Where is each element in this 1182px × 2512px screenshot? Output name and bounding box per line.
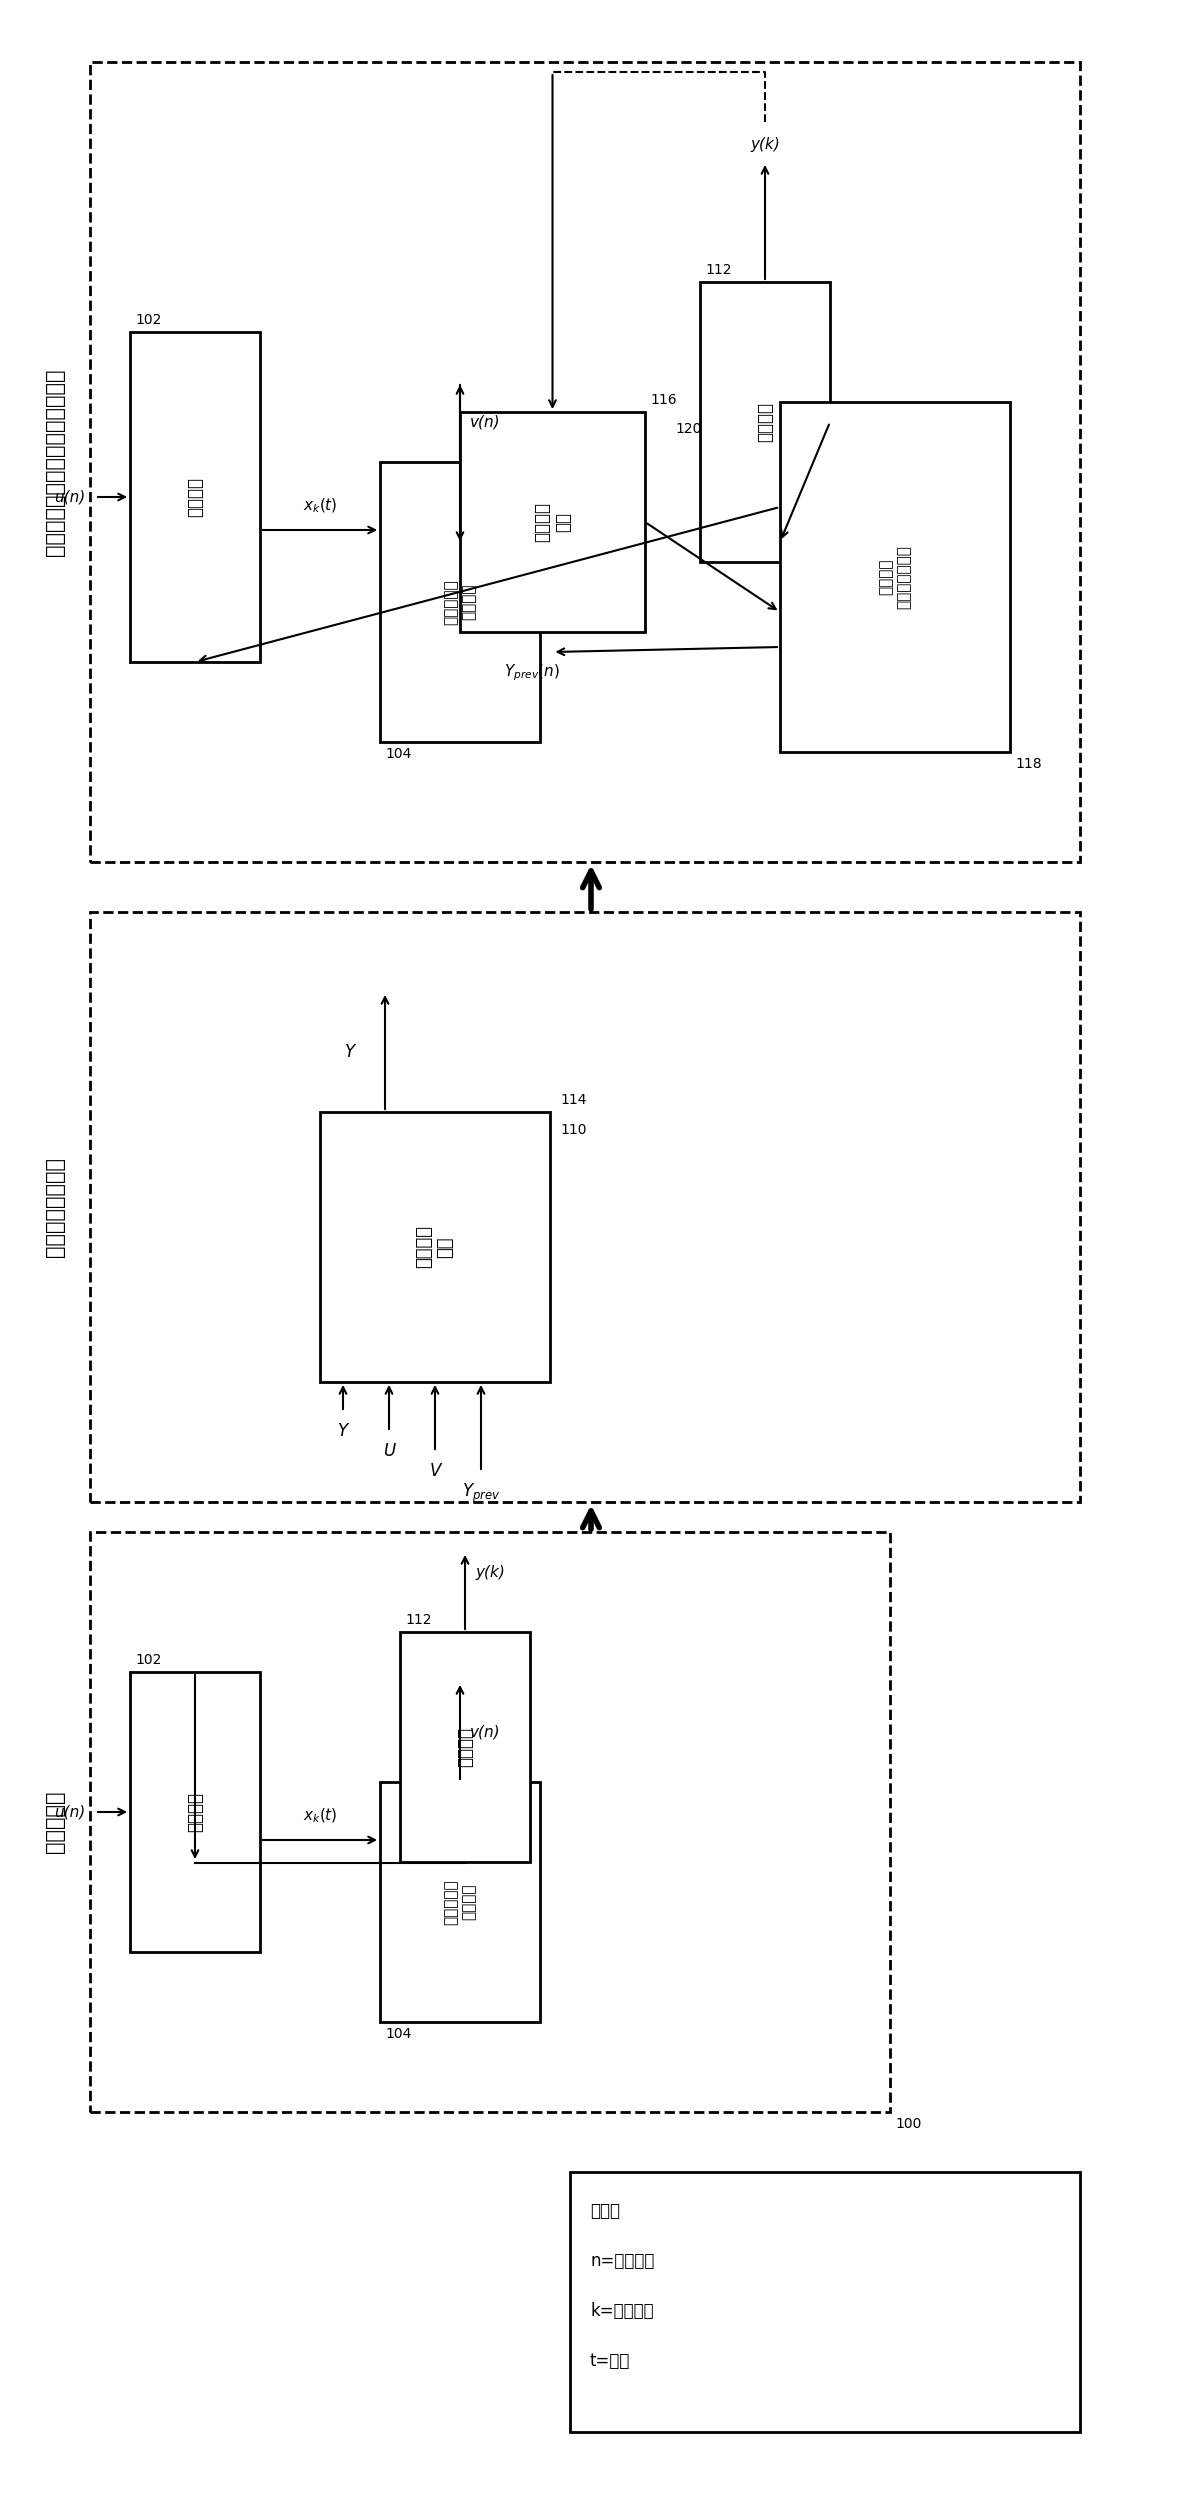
Text: n=晶片号码: n=晶片号码 [590,2251,655,2271]
Text: t=时间: t=时间 [590,2351,630,2369]
Bar [90,912,1080,1502]
Text: 测量设备: 测量设备 [456,1728,474,1766]
Text: 116: 116 [650,392,676,407]
Text: $x_k(t)$: $x_k(t)$ [303,497,337,515]
Text: 标记：: 标记： [590,2203,621,2221]
Text: $Y_{prev}$: $Y_{prev}$ [462,1482,500,1505]
Text: 具有逐片晶片控制能力的线上装置: 具有逐片晶片控制能力的线上装置 [45,369,65,555]
Text: 建立虚拟测量模型: 建立虚拟测量模型 [45,1158,65,1256]
Text: Y: Y [345,1042,355,1060]
Text: k=批次号码: k=批次号码 [590,2301,654,2321]
Text: 112: 112 [405,1613,431,1628]
Text: 110: 110 [560,1123,586,1138]
Text: y(k): y(k) [475,1565,505,1580]
Text: 工艺设备: 工艺设备 [186,1791,204,1831]
Bar [379,1781,540,2022]
Text: $x_k(t)$: $x_k(t)$ [303,1806,337,1826]
Text: 工艺设备: 工艺设备 [186,477,204,517]
Text: U: U [383,1442,395,1459]
Text: v(n): v(n) [470,414,501,430]
Text: 102: 102 [135,314,162,327]
Text: 114: 114 [560,1093,586,1108]
Text: 逐片晶片
先进工艺控制器: 逐片晶片 先进工艺控制器 [878,545,911,608]
Text: 虚拟测量
模型: 虚拟测量 模型 [416,1226,454,1269]
Bar [90,63,1080,862]
Bar [130,1673,260,1952]
Text: 104: 104 [385,2027,411,2040]
Bar [130,332,260,663]
Bar [320,1113,550,1382]
Text: 112: 112 [704,264,732,276]
Text: 118: 118 [1015,756,1041,771]
Text: 104: 104 [385,746,411,761]
Bar [400,1633,530,1861]
Text: 测量设备: 测量设备 [756,402,774,442]
Text: v(n): v(n) [470,1726,501,1738]
Bar [379,462,540,741]
Text: u(n): u(n) [53,490,85,505]
Text: V: V [429,1462,441,1480]
Bar [460,412,645,633]
Text: y(k): y(k) [751,138,780,153]
Bar [570,2173,1080,2432]
Text: 虚拟测量
模型: 虚拟测量 模型 [533,502,572,543]
Text: 故障检测及
分类模块: 故障检测及 分类模块 [443,580,476,625]
Text: 102: 102 [135,1653,162,1668]
Text: 100: 100 [895,2118,922,2130]
Bar [90,1532,890,2113]
Text: 实验设计法: 实验设计法 [45,1791,65,1854]
Text: Y: Y [338,1422,348,1439]
Bar [700,281,830,563]
Text: u(n): u(n) [53,1804,85,1819]
Text: $Y_{prev}(n)$: $Y_{prev}(n)$ [505,663,560,683]
Bar [780,402,1009,751]
Text: 120: 120 [675,422,701,437]
Text: 故障检测及
分类模块: 故障检测及 分类模块 [443,1879,476,1924]
